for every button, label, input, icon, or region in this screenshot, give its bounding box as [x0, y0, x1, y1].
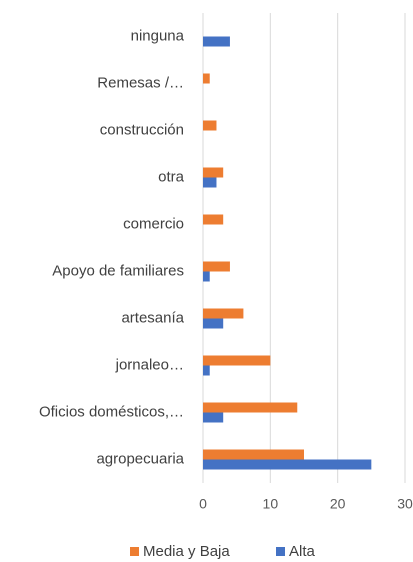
bar	[203, 459, 372, 470]
y-tick-label: comercio	[123, 215, 184, 232]
bar	[203, 36, 230, 47]
y-tick-label: Remesas /…	[97, 74, 184, 91]
x-tick-label: 30	[397, 496, 413, 512]
bar	[203, 177, 217, 188]
legend-swatch	[276, 547, 285, 556]
y-tick-label: artesanía	[121, 309, 184, 326]
y-tick-label: Apoyo de familiares	[52, 262, 184, 279]
bar	[203, 120, 217, 131]
bar	[203, 73, 210, 84]
legend-label: Media y Baja	[143, 543, 230, 560]
legend-swatch	[130, 547, 139, 556]
bar	[203, 355, 271, 366]
y-tick-label: otra	[158, 168, 185, 185]
bar	[203, 271, 210, 282]
y-tick-label: jornaleo…	[115, 356, 184, 373]
legend-label: Alta	[289, 543, 316, 560]
y-tick-label: construcción	[100, 121, 184, 138]
x-tick-label: 0	[199, 496, 207, 512]
y-tick-label: agropecuaria	[96, 450, 184, 467]
bar	[203, 261, 230, 272]
bar	[203, 214, 224, 225]
y-tick-label: ninguna	[131, 27, 185, 44]
y-tick-label: Oficios domésticos,…	[39, 403, 184, 420]
bar	[203, 402, 298, 413]
bar	[203, 365, 210, 376]
bar	[203, 449, 304, 460]
bar	[203, 308, 244, 319]
bar	[203, 412, 224, 423]
bar	[203, 318, 224, 329]
x-tick-label: 10	[263, 496, 279, 512]
bar	[203, 167, 224, 178]
x-tick-label: 20	[330, 496, 346, 512]
